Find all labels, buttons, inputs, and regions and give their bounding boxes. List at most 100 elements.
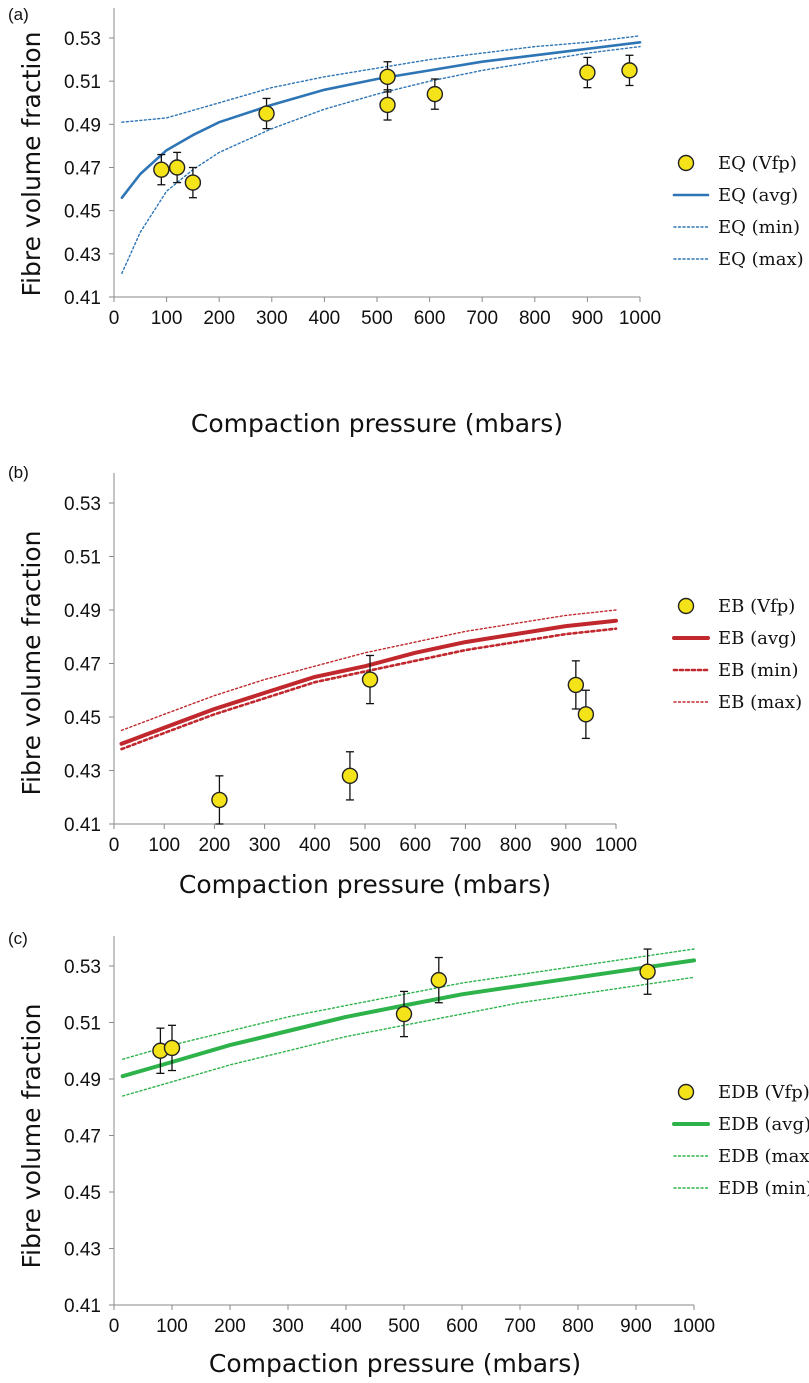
- y-tick-label: 0.51: [64, 72, 101, 93]
- x-tick-label: 500: [361, 308, 393, 329]
- legend-label: EB (min): [718, 660, 799, 681]
- y-tick-label: 0.49: [64, 601, 101, 622]
- x-tick-label: 700: [450, 835, 482, 856]
- y-tick-label: 0.43: [64, 762, 101, 783]
- data-point: [639, 963, 656, 980]
- series-line: [120, 609, 617, 732]
- x-axis-title: Compaction pressure (mbars): [209, 1349, 581, 1378]
- y-axis-title: Fibre volume fraction: [17, 1003, 46, 1268]
- panel-label: (c): [8, 929, 28, 948]
- legend-label: EDB (max): [718, 1146, 809, 1167]
- y-tick-label: 0.47: [64, 1127, 101, 1148]
- x-tick-label: 1000: [619, 308, 661, 329]
- x-tick-label: 0: [109, 835, 120, 856]
- data-point: [211, 791, 228, 809]
- x-tick-label: 400: [330, 1316, 362, 1337]
- data-point: [430, 971, 447, 989]
- y-tick-label: 0.45: [64, 708, 101, 729]
- x-tick-label: 200: [214, 1316, 246, 1337]
- data-point: [379, 96, 396, 114]
- data-point: [168, 159, 186, 176]
- data-point: [184, 174, 202, 191]
- plot-layer: 0.41 0.43 0.45 0.47 0.49 0.51 0.53 0 100 200 300 40…: [64, 8, 661, 329]
- data-point: [361, 671, 379, 688]
- legend-label: EQ (max): [718, 249, 804, 270]
- plot-layer: 0.41 0.43 0.45 0.47 0.49 0.51 0.53 0 100 200 300 40…: [64, 473, 637, 856]
- y-tick-label: 0.43: [64, 245, 101, 266]
- series-line: [119, 618, 618, 746]
- y-tick-label: 0.49: [64, 1070, 101, 1091]
- x-tick-label: 100: [148, 835, 180, 856]
- chart-panel-a: (a) Fibre volume fraction Compaction pre…: [8, 5, 804, 438]
- legend-marker-point: [677, 597, 695, 615]
- chart-panel-c: (c) Fibre volume fraction Compaction pre…: [8, 929, 809, 1378]
- x-axis-title: Compaction pressure (mbars): [191, 409, 563, 438]
- x-tick-label: 200: [203, 308, 235, 329]
- y-tick-label: 0.53: [64, 29, 101, 50]
- x-tick-label: 600: [399, 835, 431, 856]
- x-tick-label: 400: [299, 835, 331, 856]
- y-tick-label: 0.41: [64, 1296, 101, 1317]
- x-tick-label: 600: [446, 1316, 478, 1337]
- legend-label: EB (max): [718, 692, 802, 713]
- legend: EQ (Vfp) EQ (avg) EQ (min) EQ (max): [672, 153, 804, 270]
- data-point: [258, 105, 275, 122]
- x-tick-label: 700: [466, 308, 498, 329]
- data-point: [426, 85, 444, 103]
- series-line: [122, 976, 695, 1097]
- data-point: [341, 767, 359, 785]
- legend-label: EB (avg): [718, 628, 797, 649]
- y-tick-label: 0.51: [64, 548, 101, 569]
- data-point: [163, 1039, 181, 1057]
- x-tick-label: 1000: [595, 835, 637, 856]
- y-tick-label: 0.45: [64, 202, 101, 223]
- data-point: [577, 706, 595, 723]
- y-axis-title: Fibre volume fraction: [17, 31, 46, 296]
- x-axis-title: Compaction pressure (mbars): [179, 870, 551, 899]
- y-tick-label: 0.47: [64, 159, 101, 180]
- x-tick-label: 900: [620, 1316, 652, 1337]
- plot-layer: 0.41 0.43 0.45 0.47 0.49 0.51 0.53 0 100 200 300 40…: [64, 936, 715, 1337]
- chart-panel-b: (b) Fibre volume fraction Compaction pre…: [8, 463, 802, 899]
- x-tick-label: 500: [349, 835, 381, 856]
- x-tick-label: 900: [572, 308, 604, 329]
- y-tick-label: 0.53: [64, 957, 101, 978]
- x-tick-label: 100: [156, 1316, 188, 1337]
- x-tick-label: 1000: [673, 1316, 715, 1337]
- legend-marker-point: [677, 154, 695, 172]
- y-tick-label: 0.45: [64, 1183, 101, 1204]
- x-tick-label: 300: [256, 308, 288, 329]
- x-tick-label: 300: [272, 1316, 304, 1337]
- data-point: [621, 62, 638, 79]
- legend-label: EQ (min): [718, 217, 800, 238]
- x-tick-label: 500: [388, 1316, 420, 1337]
- x-tick-label: 100: [151, 308, 183, 329]
- y-axis-title: Fibre volume fraction: [17, 530, 46, 795]
- x-tick-label: 200: [199, 835, 231, 856]
- legend-label: EQ (avg): [718, 185, 798, 206]
- y-tick-label: 0.49: [64, 115, 101, 136]
- legend-label: EQ (Vfp): [718, 153, 797, 174]
- legend: EB (Vfp) EB (avg) EB (min) EB (max): [672, 596, 802, 713]
- panel-label: (b): [8, 463, 29, 482]
- data-point: [379, 68, 396, 86]
- x-tick-label: 400: [309, 308, 341, 329]
- series-line: [120, 41, 642, 199]
- series-line: [121, 35, 641, 123]
- legend-label: EDB (avg): [718, 1114, 809, 1135]
- legend: EDB (Vfp) EDB (avg) EDB (max) EDB (min): [672, 1082, 809, 1199]
- y-tick-label: 0.51: [64, 1014, 101, 1035]
- data-point: [579, 64, 596, 81]
- data-point: [153, 161, 170, 178]
- x-tick-label: 0: [109, 308, 120, 329]
- series-line: [120, 627, 618, 751]
- legend-marker-point: [677, 1083, 695, 1101]
- x-tick-label: 800: [519, 308, 551, 329]
- data-point: [395, 1005, 413, 1023]
- panel-label: (a): [8, 5, 29, 24]
- x-tick-label: 300: [249, 835, 281, 856]
- y-tick-label: 0.41: [64, 815, 101, 836]
- x-tick-label: 800: [562, 1316, 594, 1337]
- data-point: [567, 676, 585, 694]
